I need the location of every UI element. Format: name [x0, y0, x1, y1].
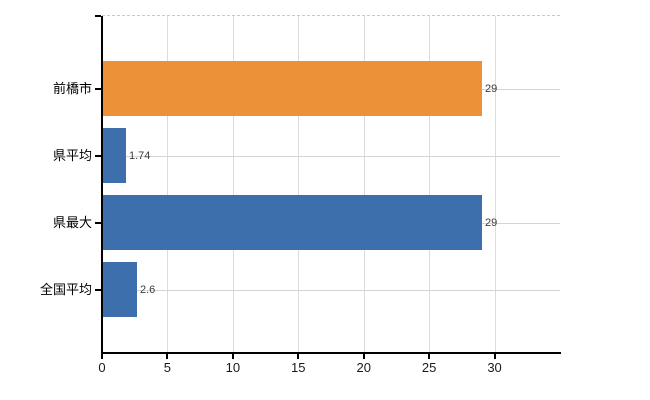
bar-県平均 — [103, 128, 126, 183]
category-label: 県最大 — [52, 215, 92, 230]
x-axis-tick-label: 5 — [163, 360, 172, 375]
y-axis-line — [101, 16, 103, 353]
y-axis-tick — [95, 88, 101, 90]
category-label: 前橋市 — [52, 81, 92, 96]
x-axis-tick-label: 20 — [356, 360, 371, 375]
vertical-gridline — [232, 16, 234, 353]
bar-県最大 — [103, 195, 482, 250]
x-axis-tick-label: 10 — [225, 360, 241, 375]
x-axis-tick-label: 15 — [291, 360, 306, 375]
category-label: 全国平均 — [39, 282, 92, 297]
x-axis-tick-label: 30 — [487, 360, 502, 375]
x-axis-line — [101, 352, 561, 354]
y-axis-tick — [95, 222, 101, 224]
bar-value-label: 2.6 — [140, 284, 156, 296]
y-axis-tick — [95, 15, 101, 17]
x-axis-tick — [231, 354, 234, 359]
x-axis-tick — [493, 354, 496, 359]
bar-value-label: 29 — [485, 217, 498, 229]
bar-value-label: 29 — [485, 83, 498, 95]
x-axis-tick — [101, 354, 103, 359]
bar-value-label: 1.74 — [129, 150, 151, 162]
x-axis-tick — [297, 354, 300, 359]
x-axis-tick — [428, 354, 431, 359]
x-axis-tick — [362, 354, 365, 359]
x-axis-tick-label: 25 — [421, 360, 437, 375]
vertical-gridline — [298, 16, 300, 353]
plot-top-border — [102, 15, 560, 16]
vertical-gridline — [429, 16, 431, 353]
vertical-gridline — [494, 16, 496, 353]
x-axis-tick-label: 0 — [98, 360, 106, 375]
bar-全国平均 — [103, 262, 137, 317]
y-axis-tick — [95, 155, 101, 157]
horizontal-gridline — [103, 156, 560, 157]
y-axis-tick — [95, 289, 101, 291]
x-axis-tick — [166, 354, 169, 359]
bar-前橋市 — [103, 61, 482, 116]
vertical-gridline — [167, 16, 169, 353]
horizontal-gridline — [103, 290, 560, 291]
vertical-gridline — [363, 16, 365, 353]
category-label: 県平均 — [52, 148, 92, 163]
